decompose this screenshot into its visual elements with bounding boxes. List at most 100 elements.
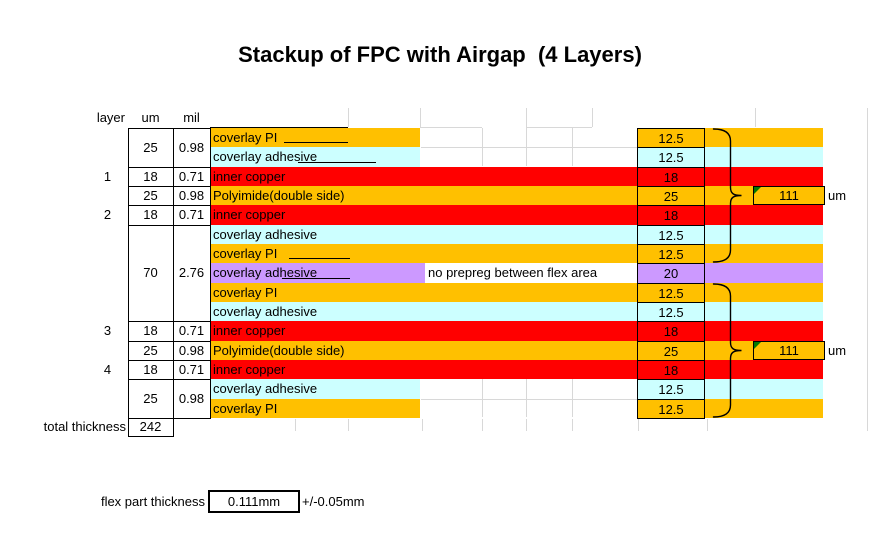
material-label[interactable]: inner copper	[213, 207, 286, 222]
column-header-mil: mil	[183, 110, 200, 125]
table-border	[173, 128, 174, 419]
material-label[interactable]: Polyimide(double side)	[213, 188, 345, 203]
material-label[interactable]: coverlay adhesive	[213, 149, 318, 164]
note-text[interactable]: no prepreg between flex area	[428, 265, 598, 280]
cell-comment-indicator-icon	[754, 187, 761, 194]
material-label[interactable]: coverlay adhesive	[213, 304, 318, 319]
total-thickness-cell[interactable]: 242	[139, 419, 162, 434]
mil-cell[interactable]: 0.98	[178, 343, 205, 358]
table-border	[128, 341, 211, 342]
layer-number-cell[interactable]: 2	[103, 207, 112, 222]
mil-cell[interactable]: 0.71	[178, 323, 205, 338]
sheet-gridline	[348, 108, 349, 127]
column-header-um: um	[141, 110, 160, 125]
thickness-value-cell[interactable]: 20	[637, 263, 705, 284]
um-cell[interactable]: 25	[143, 140, 158, 155]
thickness-tolerance-label: +/-0.05mm	[302, 494, 365, 509]
thickness-value-cell[interactable]: 18	[637, 167, 705, 187]
thickness-value-cell[interactable]: 12.5	[637, 225, 705, 245]
sheet-gridline	[421, 147, 637, 148]
flex-thickness-cell[interactable]: 111	[753, 186, 825, 205]
um-cell[interactable]: 70	[143, 265, 158, 280]
cell-comment-indicator-icon	[754, 342, 761, 349]
material-cell-band	[705, 147, 823, 167]
mil-cell[interactable]: 0.98	[178, 188, 205, 203]
layer-number-cell[interactable]: 4	[103, 362, 112, 377]
mil-cell[interactable]: 0.71	[178, 207, 205, 222]
material-label[interactable]: coverlay adhesive	[213, 381, 318, 396]
material-label[interactable]: inner copper	[213, 323, 286, 338]
sheet-gridline	[420, 108, 421, 127]
mil-cell[interactable]: 2.76	[178, 265, 205, 280]
sheet-gridline	[421, 399, 637, 400]
flex-part-thickness-value-box[interactable]: 0.111mm	[208, 490, 300, 513]
sheet-gridline	[526, 419, 527, 431]
column-header-layer: layer	[96, 110, 125, 125]
thickness-value-cell[interactable]: 12.5	[637, 244, 705, 264]
um-cell[interactable]: 18	[143, 169, 158, 184]
mil-cell[interactable]: 0.98	[178, 140, 205, 155]
table-border	[128, 418, 211, 419]
sheet-gridline	[526, 379, 527, 417]
material-cell-band	[705, 128, 823, 147]
thickness-value-cell[interactable]: 25	[637, 341, 705, 361]
thickness-value-cell[interactable]: 12.5	[637, 399, 705, 419]
table-border	[210, 128, 211, 419]
table-border	[128, 436, 174, 437]
material-label[interactable]: coverlay PI	[213, 130, 278, 145]
material-cell-band	[210, 128, 420, 147]
layer-number-cell[interactable]: 3	[103, 323, 112, 338]
thickness-value-cell[interactable]: 12.5	[637, 302, 705, 322]
total-thickness-label: total thickness	[43, 419, 126, 434]
mil-cell[interactable]: 0.71	[178, 169, 205, 184]
material-cell-band	[705, 379, 823, 399]
layer-number-cell[interactable]: 1	[103, 169, 112, 184]
um-cell[interactable]: 18	[143, 323, 158, 338]
sheet-gridline	[348, 419, 349, 431]
table-border	[128, 167, 211, 168]
thickness-value-cell[interactable]: 12.5	[637, 128, 705, 148]
table-border	[128, 418, 129, 437]
table-border	[173, 418, 174, 437]
thickness-value-cell[interactable]: 12.5	[637, 379, 705, 400]
um-cell[interactable]: 25	[143, 391, 158, 406]
thickness-value-cell[interactable]: 18	[637, 205, 705, 226]
thickness-value-cell[interactable]: 25	[637, 186, 705, 206]
um-unit-label: um	[828, 187, 847, 203]
table-border	[128, 128, 211, 129]
table-border	[128, 205, 211, 206]
thickness-value-cell[interactable]: 12.5	[637, 283, 705, 303]
table-border	[128, 379, 211, 380]
sheet-gridline	[482, 419, 483, 431]
material-label[interactable]: coverlay PI	[213, 246, 278, 261]
thickness-value-cell[interactable]: 12.5	[637, 147, 705, 168]
material-label[interactable]: coverlay adhesive	[213, 265, 318, 280]
sheet-gridline	[707, 419, 708, 431]
material-label[interactable]: inner copper	[213, 169, 286, 184]
material-label[interactable]: coverlay adhesive	[213, 227, 318, 242]
material-label[interactable]: inner copper	[213, 362, 286, 377]
thickness-value-cell[interactable]: 18	[637, 360, 705, 380]
mil-cell[interactable]: 0.71	[178, 362, 205, 377]
sheet-gridline	[295, 419, 296, 431]
mil-cell[interactable]: 0.98	[178, 391, 205, 406]
material-label[interactable]: coverlay PI	[213, 285, 278, 300]
cell-underscore-line	[298, 162, 376, 163]
material-cell-band	[705, 263, 823, 283]
um-cell[interactable]: 18	[143, 207, 158, 222]
material-label[interactable]: coverlay PI	[213, 401, 278, 416]
cell-underscore-line	[284, 142, 348, 143]
um-cell[interactable]: 18	[143, 362, 158, 377]
sheet-gridline	[572, 379, 573, 417]
thickness-value-cell[interactable]: 18	[637, 321, 705, 342]
material-cell-band	[210, 379, 420, 399]
flex-thickness-cell[interactable]: 111	[753, 341, 825, 360]
sheet-gridline	[526, 127, 592, 128]
sheet-gridline	[572, 419, 573, 431]
sheet-gridline	[482, 379, 483, 417]
um-cell[interactable]: 25	[143, 188, 158, 203]
table-border	[128, 186, 211, 187]
material-label[interactable]: Polyimide(double side)	[213, 343, 345, 358]
um-cell[interactable]: 25	[143, 343, 158, 358]
